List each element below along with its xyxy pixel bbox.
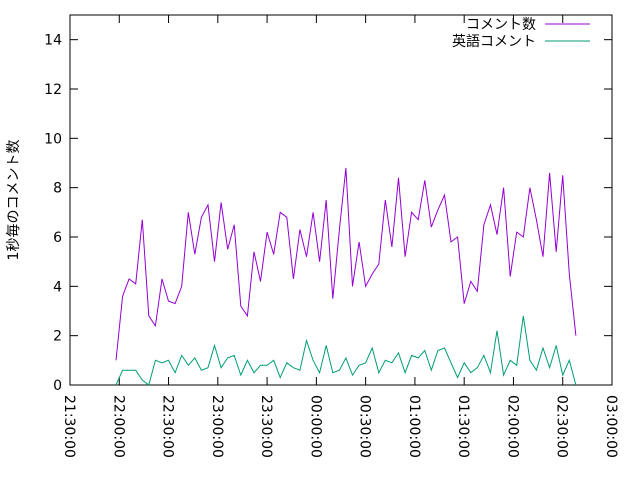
y-tick-label: 2 <box>53 329 62 345</box>
legend-label: 英語コメント <box>452 33 536 50</box>
y-tick-label: 10 <box>44 131 62 147</box>
y-tick-label: 14 <box>44 33 62 49</box>
x-tick-label: 01:30:00 <box>455 395 471 458</box>
x-tick-label: 21:30:00 <box>61 395 77 458</box>
x-tick-label: 22:30:00 <box>160 395 176 458</box>
y-axis-label: 1秒毎のコメント数 <box>6 140 22 261</box>
x-tick-label: 23:00:00 <box>209 395 225 458</box>
x-tick-label: 23:30:00 <box>258 395 274 458</box>
x-tick-label: 22:00:00 <box>110 395 126 458</box>
x-tick-label: 00:30:00 <box>357 395 373 458</box>
x-tick-label: 01:00:00 <box>406 395 422 458</box>
legend-label: コメント数 <box>466 17 536 33</box>
y-tick-label: 6 <box>53 230 62 246</box>
series-line <box>115 315 577 386</box>
x-tick-label: 00:00:00 <box>307 395 323 458</box>
x-tick-label: 03:00:00 <box>603 395 619 458</box>
y-tick-label: 4 <box>53 279 62 295</box>
x-tick-label: 02:30:00 <box>554 395 570 458</box>
plot-frame <box>69 14 613 386</box>
y-tick-label: 8 <box>53 181 62 197</box>
series-line <box>115 167 577 361</box>
y-tick-label: 12 <box>44 82 62 98</box>
x-tick-label: 02:00:00 <box>504 395 520 458</box>
y-tick-label: 0 <box>53 378 62 394</box>
